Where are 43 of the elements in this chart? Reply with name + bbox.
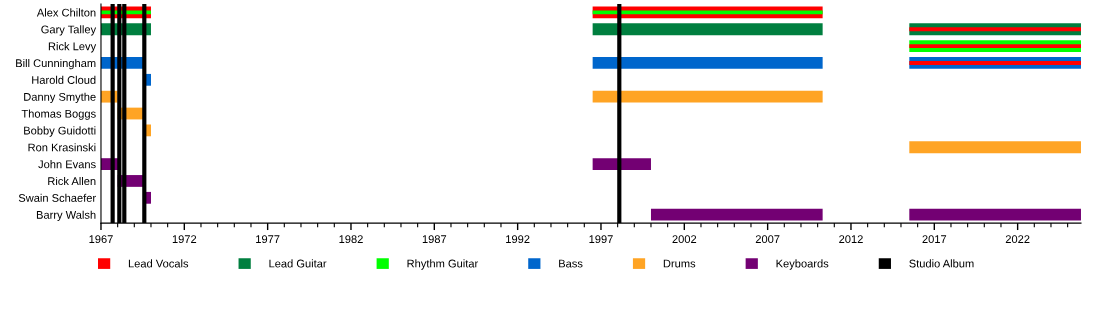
bar	[650, 208, 823, 221]
legend-label: Keyboards	[776, 259, 829, 270]
y-tick-label: Bobby Guidotti	[24, 126, 96, 137]
y-tick-label: Barry Walsh	[36, 210, 96, 221]
y-tick-label: John Evans	[38, 160, 96, 169]
x-tick-label: 1967	[89, 235, 113, 244]
x-tick-label: 1972	[172, 235, 197, 244]
bar	[592, 23, 823, 36]
y-tick-label: Swain Schaefer	[18, 193, 96, 202]
y-tick-label: Danny Smythe	[24, 92, 96, 104]
legend-label: Bass	[559, 259, 583, 268]
legend-label: Drums	[663, 259, 696, 268]
bar	[909, 141, 1081, 154]
legend-label: Lead Vocals	[128, 259, 189, 268]
legend-label: Rhythm Guitar	[407, 259, 479, 270]
x-tick-label: 2017	[922, 235, 947, 244]
x-tick-label: 2012	[839, 235, 863, 244]
x-tick-label: 1987	[422, 235, 447, 244]
bar	[909, 27, 1081, 32]
x-tick-label: 1977	[256, 235, 280, 244]
y-tick-label: Alex Chilton	[36, 8, 96, 17]
y-tick-label: Rick Levy	[48, 42, 97, 53]
y-tick-label: Thomas Boggs	[21, 109, 96, 120]
y-tick-label: Bill Cunningham	[16, 58, 96, 70]
bar	[592, 57, 823, 69]
y-tick-label: Gary Talley	[41, 25, 97, 36]
bar	[909, 208, 1081, 221]
legend-label: Studio Album	[909, 259, 974, 268]
y-tick-label: Harold Cloud	[32, 75, 96, 84]
x-tick-label: 2007	[755, 235, 780, 244]
x-tick-label: 1997	[589, 235, 613, 244]
x-tick-label: 2022	[1005, 235, 1030, 244]
bar	[909, 44, 1081, 49]
bar	[592, 158, 651, 170]
y-tick-label: Rick Allen	[48, 176, 96, 186]
x-tick-label: 1982	[339, 235, 363, 244]
bar	[909, 61, 1081, 65]
x-tick-label: 1992	[506, 235, 530, 244]
y-tick-label: Ron Krasinski	[28, 143, 96, 152]
bar	[592, 90, 823, 103]
legend-label: Lead Guitar	[269, 259, 327, 268]
bar	[592, 10, 823, 15]
x-tick-label: 2002	[672, 235, 697, 244]
